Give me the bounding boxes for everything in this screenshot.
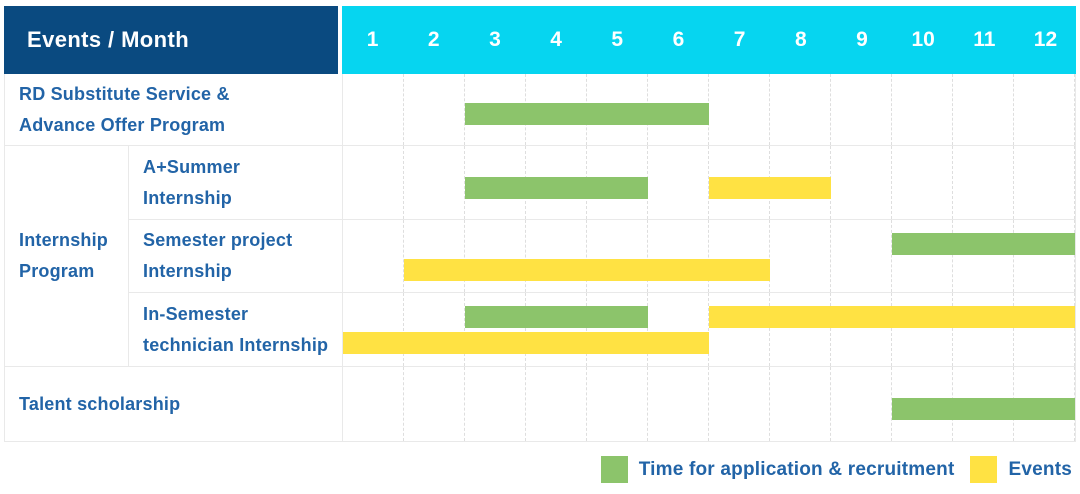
legend-label: Time for application & recruitment [638, 458, 955, 480]
internship-program-group: Internship Program A+Summer Internship Sem… [5, 145, 1075, 366]
gantt-body: RD Substitute Service & Advance Offer Pr… [4, 74, 1076, 442]
month-header-cell: 12 [1033, 28, 1058, 51]
month-gridline [587, 367, 648, 441]
month-gridline [526, 220, 587, 292]
month-gridline [465, 367, 526, 441]
month-gridline [831, 146, 892, 219]
legend-swatch-application [600, 456, 628, 483]
month-gridline [587, 220, 648, 292]
month-header-cell: 4 [550, 28, 562, 51]
table-header-row: Events / Month 1 2 3 4 5 6 7 8 9 10 11 12 [4, 6, 1076, 74]
month-gridline [648, 220, 709, 292]
month-gridline [953, 293, 1014, 366]
legend-label: Events [1008, 458, 1072, 480]
gantt-grid-cell [343, 146, 1075, 219]
month-gridline [1014, 146, 1075, 219]
month-header-cell: 11 [973, 28, 996, 51]
gantt-row: Semester project Internship [129, 219, 1075, 292]
month-gridline [831, 74, 892, 145]
month-gridline [343, 74, 404, 145]
gantt-bar-application [892, 398, 1075, 421]
month-gridline [343, 367, 404, 441]
gantt-bar-events [709, 306, 1075, 329]
gantt-bar-application [892, 232, 1075, 255]
month-gridline [709, 293, 770, 366]
month-gridline [404, 146, 465, 219]
month-header-cell: 1 [366, 28, 379, 51]
month-header-cell: 8 [794, 28, 807, 51]
month-gridline [953, 220, 1014, 292]
gantt-grid-cell [343, 293, 1075, 366]
month-gridline [526, 293, 587, 366]
month-header-cell: 5 [611, 28, 624, 51]
gantt-row: In-Semester technician Internship [129, 292, 1075, 366]
gantt-row: Talent scholarship [5, 366, 1075, 441]
events-month-header-cell: Events / Month [4, 6, 338, 74]
month-gridline [953, 74, 1014, 145]
gantt-row: RD Substitute Service & Advance Offer Pr… [5, 74, 1075, 145]
legend-swatch-events [970, 456, 998, 483]
month-gridline [831, 220, 892, 292]
row-label: A+Summer Internship [129, 146, 343, 219]
month-gridline [404, 293, 465, 366]
month-gridline [892, 74, 953, 145]
month-gridline [831, 367, 892, 441]
month-gridline [343, 220, 404, 292]
month-gridline [1014, 293, 1075, 366]
month-gridline [709, 367, 770, 441]
gantt-bar-events [404, 258, 770, 281]
month-gridline [1014, 74, 1075, 145]
month-gridline [1014, 220, 1075, 292]
month-gridline [892, 146, 953, 219]
month-gridline [709, 74, 770, 145]
month-gridline [465, 293, 526, 366]
row-label: Semester project Internship [129, 220, 343, 292]
row-label: In-Semester technician Internship [129, 293, 343, 366]
month-gridline [953, 146, 1014, 219]
month-gridline [770, 74, 831, 145]
group-label: Internship Program [5, 146, 129, 366]
group-rows: A+Summer Internship Semester project Inte… [129, 146, 1075, 366]
legend: Time for application & recruitment Events [600, 456, 1072, 483]
month-gridline [770, 293, 831, 366]
gantt-grid-cell [343, 74, 1075, 145]
month-header-cell: 9 [856, 28, 868, 51]
month-header-strip: 1 2 3 4 5 6 7 8 9 10 11 12 [342, 6, 1076, 74]
month-gridline [404, 74, 465, 145]
month-gridline [404, 220, 465, 292]
month-gridline [343, 293, 404, 366]
month-header-cell: 10 [911, 28, 935, 51]
month-gridline [648, 367, 709, 441]
gantt-grid-cell [343, 220, 1075, 292]
month-header-cell: 7 [733, 28, 746, 51]
month-gridline [892, 220, 953, 292]
row-label: RD Substitute Service & Advance Offer Pr… [5, 74, 343, 145]
month-header-cell: 3 [489, 28, 501, 51]
month-gridline [343, 146, 404, 219]
legend-item-application: Time for application & recruitment [600, 456, 955, 483]
month-gridline [709, 220, 770, 292]
month-gridline [587, 293, 648, 366]
month-gridline [648, 146, 709, 219]
gantt-bar-application [465, 176, 648, 199]
month-gridline [465, 220, 526, 292]
month-header-cell: 6 [672, 28, 685, 51]
gantt-grid-cell [343, 367, 1075, 441]
gantt-bar-events [709, 176, 831, 199]
month-gridline [892, 293, 953, 366]
gantt-bar-events [343, 332, 709, 355]
month-gridline [770, 367, 831, 441]
row-label: Talent scholarship [5, 367, 343, 441]
gantt-bar-application [465, 306, 648, 329]
gantt-bar-application [465, 103, 709, 126]
month-gridline [404, 367, 465, 441]
month-gridline [831, 293, 892, 366]
gantt-row: A+Summer Internship [129, 146, 1075, 219]
legend-item-events: Events [970, 456, 1072, 483]
month-header-cell: 2 [427, 28, 440, 51]
month-gridline [526, 367, 587, 441]
month-gridline [648, 293, 709, 366]
month-gridline [770, 220, 831, 292]
